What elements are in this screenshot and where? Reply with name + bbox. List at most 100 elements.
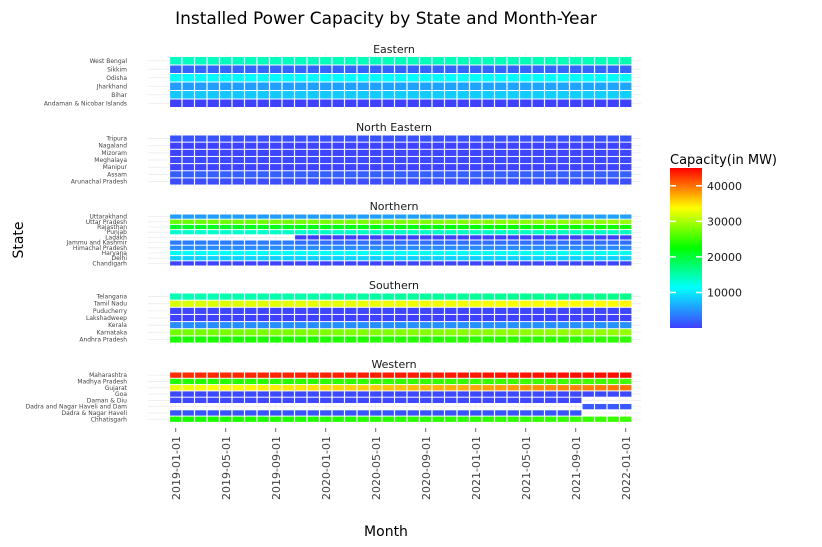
heatmap-cell	[245, 378, 257, 385]
heatmap-cell	[232, 256, 244, 261]
heatmap-cell	[557, 329, 569, 336]
heatmap-cell	[557, 171, 569, 178]
heatmap-cell	[170, 397, 182, 403]
heatmap-cell	[620, 219, 632, 224]
heatmap-cell	[532, 391, 544, 397]
heatmap-cell	[470, 245, 482, 250]
heatmap-cell	[520, 135, 532, 142]
heatmap-cell	[207, 261, 219, 266]
heatmap-cell	[445, 156, 457, 164]
heatmap-cell	[345, 397, 357, 403]
heatmap-cell	[245, 397, 257, 403]
heatmap-cell	[370, 300, 382, 307]
heatmap-cell	[395, 391, 407, 397]
heatmap-cell	[370, 156, 382, 164]
heatmap-cell	[607, 372, 619, 378]
heatmap-cell	[207, 224, 219, 230]
heatmap-cell	[357, 178, 369, 185]
heatmap-cell	[432, 164, 444, 171]
heatmap-cell	[370, 82, 382, 90]
heatmap-cell	[370, 57, 382, 65]
heatmap-cell	[420, 142, 432, 149]
heatmap-cell	[332, 99, 344, 107]
heatmap-cell	[382, 224, 394, 230]
heatmap-cell	[545, 142, 557, 149]
heatmap-cell	[270, 230, 282, 235]
heatmap-cell	[270, 57, 282, 65]
heatmap-cell	[245, 214, 257, 219]
heatmap-cell	[270, 224, 282, 230]
state-label: Telangana	[96, 294, 128, 301]
heatmap-cell	[545, 372, 557, 378]
heatmap-cell	[220, 142, 232, 149]
heatmap-cell	[520, 164, 532, 171]
heatmap-cell	[470, 240, 482, 245]
heatmap-cell	[332, 214, 344, 219]
heatmap-cell	[420, 372, 432, 378]
heatmap-cell	[332, 416, 344, 422]
heatmap-cell	[432, 149, 444, 156]
heatmap-cell	[507, 178, 519, 185]
heatmap-cell	[395, 230, 407, 235]
heatmap-cell	[457, 164, 469, 171]
heatmap-cell	[270, 410, 282, 416]
heatmap-cell	[207, 250, 219, 256]
heatmap-cell	[220, 322, 232, 329]
heatmap-cell	[595, 416, 607, 422]
heatmap-cell	[532, 178, 544, 185]
heatmap-cell	[470, 378, 482, 385]
heatmap-cell	[507, 307, 519, 314]
heatmap-cell	[182, 57, 194, 65]
heatmap-cell	[582, 178, 594, 185]
heatmap-cell	[195, 149, 207, 156]
heatmap-cell	[170, 250, 182, 256]
heatmap-cell	[570, 91, 582, 99]
heatmap-cell	[470, 135, 482, 142]
heatmap-cell	[482, 307, 494, 314]
heatmap-cell	[607, 224, 619, 230]
heatmap-cell	[445, 178, 457, 185]
heatmap-cell	[370, 240, 382, 245]
heatmap-cell	[620, 378, 632, 385]
heatmap-cell	[207, 322, 219, 329]
heatmap-cell	[207, 329, 219, 336]
heatmap-cell	[220, 410, 232, 416]
heatmap-cell	[182, 391, 194, 397]
heatmap-cell	[307, 178, 319, 185]
heatmap-cell	[370, 235, 382, 240]
heatmap-cell	[220, 256, 232, 261]
heatmap-cell	[470, 214, 482, 219]
heatmap-cell	[557, 378, 569, 385]
state-label: Gujarat	[105, 385, 128, 392]
heatmap-cell	[295, 256, 307, 261]
heatmap-cell	[182, 329, 194, 336]
heatmap-cell	[357, 240, 369, 245]
heatmap-cell	[420, 385, 432, 391]
heatmap-cell	[620, 65, 632, 73]
heatmap-cell	[232, 178, 244, 185]
heatmap-cell	[482, 135, 494, 142]
heatmap-cell	[357, 164, 369, 171]
heatmap-cell	[332, 410, 344, 416]
heatmap-cell	[557, 57, 569, 65]
heatmap-cell	[245, 372, 257, 378]
heatmap-cell	[420, 230, 432, 235]
heatmap-cell	[170, 256, 182, 261]
heatmap-cell	[557, 250, 569, 256]
heatmap-cell	[595, 214, 607, 219]
heatmap-cell	[407, 214, 419, 219]
heatmap-cell	[532, 224, 544, 230]
heatmap-cell	[570, 314, 582, 322]
state-label: Chandigarh	[92, 260, 127, 267]
heatmap-cell	[257, 245, 269, 250]
state-label: Nagaland	[98, 143, 127, 150]
heatmap-cell	[432, 57, 444, 65]
heatmap-cell	[207, 142, 219, 149]
heatmap-cell	[520, 178, 532, 185]
heatmap-cell	[582, 74, 594, 82]
heatmap-cell	[257, 65, 269, 73]
heatmap-cell	[182, 171, 194, 178]
heatmap-cell	[357, 293, 369, 300]
heatmap-cell	[207, 314, 219, 322]
